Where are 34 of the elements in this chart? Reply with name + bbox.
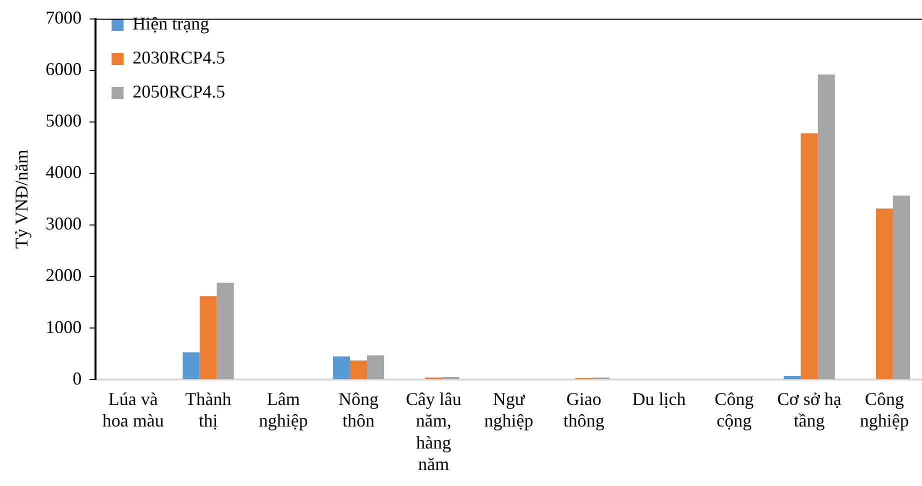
x-tick-label: Công nghiệp <box>860 389 909 431</box>
bar <box>784 376 801 380</box>
x-tick-label: Lâm nghiệp <box>258 389 308 431</box>
legend-label: Hiện trạng <box>132 14 210 34</box>
bar <box>182 352 200 380</box>
x-tick-label: Lúa và hoa màu <box>102 389 164 431</box>
x-tick-label: Giao thông <box>563 389 604 431</box>
y-tick-label: 5000 <box>46 110 82 131</box>
bar <box>333 356 350 380</box>
bar <box>818 74 835 380</box>
bar <box>800 133 818 380</box>
x-tick-label: Cơ sở hạ tầng <box>777 389 842 431</box>
y-tick-label: 1000 <box>46 316 82 337</box>
bar <box>892 196 910 380</box>
legend-label: 2030RCP4.5 <box>132 48 226 68</box>
y-tick-label: 7000 <box>46 8 82 28</box>
x-tick-label: Du lịch <box>632 389 686 410</box>
y-tick-label: 4000 <box>46 162 82 182</box>
bar <box>367 355 384 380</box>
bar <box>216 282 234 380</box>
y-tick-label: 2000 <box>46 265 82 286</box>
x-tick-label: Cây lâu năm, hàng năm <box>406 389 462 474</box>
bar <box>200 296 217 380</box>
x-tick-label: Nông thôn <box>338 389 379 431</box>
x-tick-label: Công cộng <box>714 389 754 431</box>
y-axis-title: Tỷ VNĐ/năm <box>12 150 32 249</box>
y-tick-label: 0 <box>72 368 82 388</box>
y-tick-label: 6000 <box>46 59 82 80</box>
y-tick-label: 3000 <box>46 214 82 234</box>
x-tick-label: Thành thị <box>185 389 232 431</box>
bar <box>876 208 893 380</box>
x-tick-label: Ngư nghiệp <box>484 389 534 431</box>
bar <box>350 360 368 380</box>
legend-label: 2050RCP4.5 <box>132 82 226 102</box>
